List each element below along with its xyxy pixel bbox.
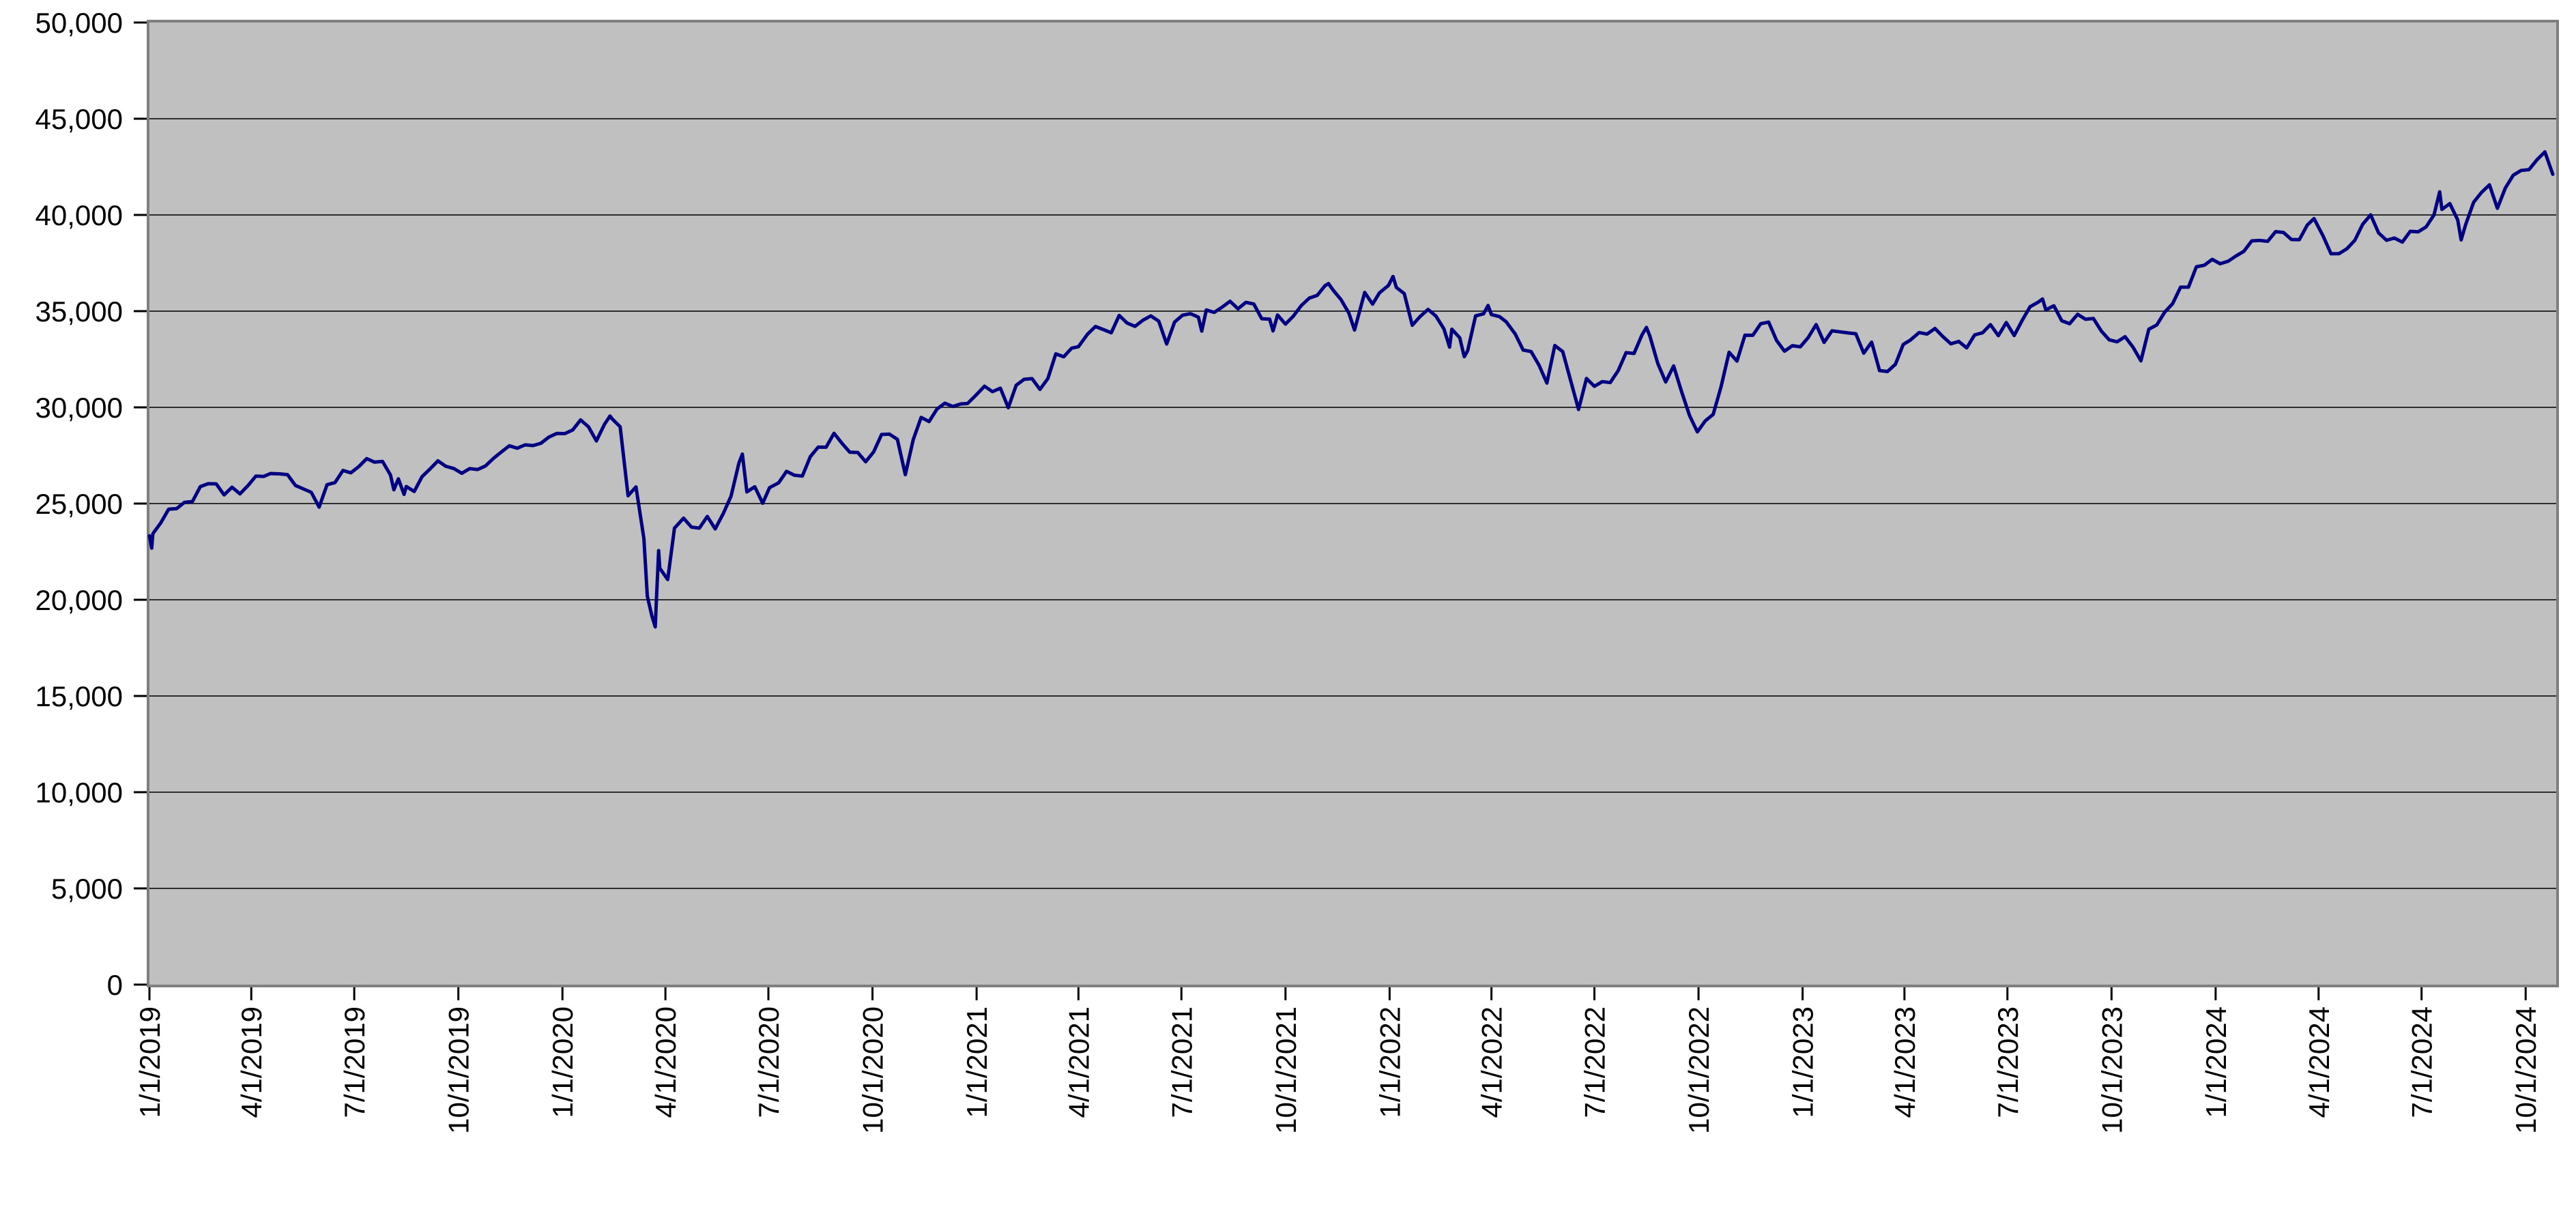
x-axis-tick-label: 7/1/2020: [753, 1006, 785, 1118]
x-axis-tick-label: 10/1/2023: [2096, 1006, 2128, 1134]
y-axis-tick-label: 25,000: [35, 488, 123, 520]
plot-border: [147, 20, 2559, 987]
x-axis-tick-label: 4/1/2022: [1476, 1006, 1508, 1118]
x-axis-tick-label: 1/1/2023: [1787, 1006, 1819, 1118]
x-axis-tick-label: 4/1/2020: [650, 1006, 682, 1118]
y-axis-tick-label: 45,000: [35, 103, 123, 135]
x-axis-tick-label: 10/1/2024: [2510, 1006, 2542, 1134]
price-line: [147, 150, 2555, 629]
y-axis-tick-label: 50,000: [35, 7, 123, 39]
x-axis-tick-label: 1/1/2022: [1374, 1006, 1406, 1118]
y-axis-tick-label: 15,000: [35, 680, 123, 712]
x-axis-tick-label: 4/1/2024: [2303, 1006, 2335, 1118]
x-axis-tick-label: 7/1/2024: [2406, 1006, 2438, 1118]
x-axis-tick-label: 4/1/2019: [235, 1006, 267, 1118]
x-axis-tick-label: 7/1/2021: [1166, 1006, 1198, 1118]
y-axis-tick-label: 20,000: [35, 584, 123, 616]
x-axis-tick-label: 10/1/2019: [443, 1006, 475, 1134]
x-axis-tick-label: 1/1/2024: [2200, 1006, 2232, 1118]
x-axis-tick-label: 10/1/2020: [857, 1006, 889, 1134]
x-axis-tick-label: 1/1/2019: [134, 1006, 166, 1118]
x-axis-tick-label: 7/1/2023: [1992, 1006, 2024, 1118]
x-axis-tick-label: 4/1/2021: [1062, 1006, 1095, 1118]
x-axis-tick-label: 1/1/2020: [547, 1006, 579, 1118]
x-axis-tick-label: 10/1/2022: [1683, 1006, 1715, 1134]
x-axis-tick-label: 4/1/2023: [1889, 1006, 1921, 1118]
y-axis-tick-label: 0: [107, 969, 123, 1001]
y-axis-tick-label: 35,000: [35, 295, 123, 328]
y-axis-tick-label: 5,000: [51, 873, 123, 905]
y-axis-tick-label: 40,000: [35, 199, 123, 231]
y-axis-tick-label: 10,000: [35, 776, 123, 809]
y-axis-tick-label: 30,000: [35, 392, 123, 424]
x-axis-tick-label: 7/1/2019: [338, 1006, 371, 1118]
x-axis-tick-label: 7/1/2022: [1579, 1006, 1611, 1118]
x-axis-tick-label: 1/1/2021: [961, 1006, 993, 1118]
x-axis-tick-label: 10/1/2021: [1270, 1006, 1302, 1134]
